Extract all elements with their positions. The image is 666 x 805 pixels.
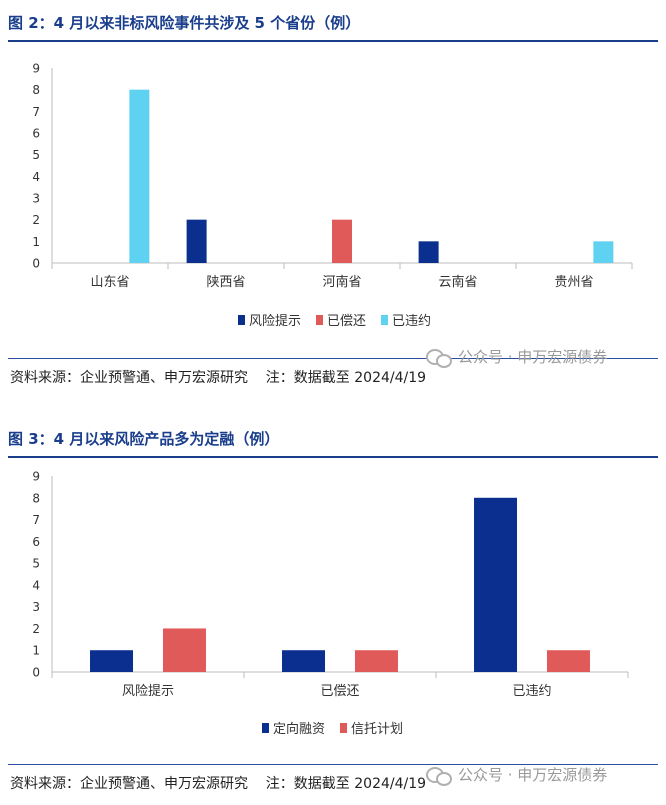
legend-label: 信托计划: [351, 722, 403, 737]
bar: [186, 219, 207, 263]
wechat-icon: [426, 765, 452, 786]
figure-2-source: 资料来源：企业预警通、申万宏源研究 注：数据截至 2024/4/19: [10, 776, 427, 792]
legend-label: 已违约: [392, 314, 431, 329]
bar: [474, 497, 518, 672]
y-tick-label: 3: [32, 600, 40, 614]
legend-swatch: [340, 723, 347, 733]
y-tick-label: 0: [32, 666, 40, 680]
x-tick-label: 风险提示: [122, 683, 174, 699]
y-tick-label: 3: [32, 192, 40, 206]
legend-swatch: [381, 315, 388, 325]
y-tick-label: 9: [32, 62, 40, 76]
bar: [546, 650, 590, 672]
y-tick-label: 6: [32, 535, 40, 549]
legend-swatch: [316, 315, 323, 325]
x-tick-label: 陕西省: [206, 275, 245, 290]
bar: [354, 650, 398, 672]
x-tick-label: 已偿还: [320, 684, 359, 699]
y-tick-label: 0: [32, 257, 40, 271]
legend-label: 定向融资: [273, 721, 325, 737]
x-tick-label: 已违约: [512, 684, 551, 699]
x-tick-label: 山东省: [90, 275, 129, 290]
watermark-1: 公众号 · 申万宏源债券: [426, 346, 608, 368]
x-tick-label: 河南省: [322, 274, 361, 290]
watermark-2: 公众号 · 申万宏源债券: [426, 764, 608, 786]
y-tick-label: 4: [32, 578, 40, 592]
y-tick-label: 1: [32, 235, 40, 249]
y-tick-label: 1: [32, 644, 40, 658]
figure-2-title: 图 3：4 月以来风险产品多为定融（例）: [8, 430, 280, 448]
bar: [418, 241, 439, 263]
bar: [90, 650, 134, 672]
bar: [162, 628, 206, 672]
legend-swatch: [262, 723, 269, 733]
legend-label: 风险提示: [249, 313, 301, 329]
y-tick-label: 2: [32, 622, 40, 636]
y-tick-label: 5: [32, 148, 40, 162]
figure-2-source-rule: [8, 764, 658, 765]
x-tick-label: 云南省: [438, 274, 477, 290]
y-tick-label: 5: [32, 557, 40, 571]
bar: [332, 219, 352, 263]
bar: [282, 650, 326, 672]
y-tick-label: 4: [32, 170, 40, 184]
figure-1-source-rule: [8, 358, 658, 359]
bar: [593, 241, 614, 263]
y-tick-label: 2: [32, 213, 40, 227]
bar: [129, 89, 150, 263]
y-tick-label: 7: [32, 513, 40, 527]
legend-label: 已偿还: [327, 314, 366, 329]
y-tick-label: 6: [32, 127, 40, 141]
y-tick-label: 8: [32, 491, 40, 505]
y-tick-label: 9: [32, 470, 40, 484]
figure-1-source: 资料来源：企业预警通、申万宏源研究 注：数据截至 2024/4/19: [10, 370, 427, 386]
figure-1-title: 图 2：4 月以来非标风险事件共涉及 5 个省份（例）: [8, 14, 361, 32]
x-tick-label: 贵州省: [554, 275, 593, 290]
watermark-2-text: 公众号 · 申万宏源债券: [458, 766, 608, 784]
legend-swatch: [238, 315, 245, 325]
y-tick-label: 7: [32, 105, 40, 119]
figure-2-title-rule: [8, 456, 658, 458]
wechat-icon: [426, 347, 452, 368]
y-tick-label: 8: [32, 83, 40, 97]
watermark-1-text: 公众号 · 申万宏源债券: [458, 348, 608, 366]
figure-1-title-rule: [8, 40, 658, 42]
